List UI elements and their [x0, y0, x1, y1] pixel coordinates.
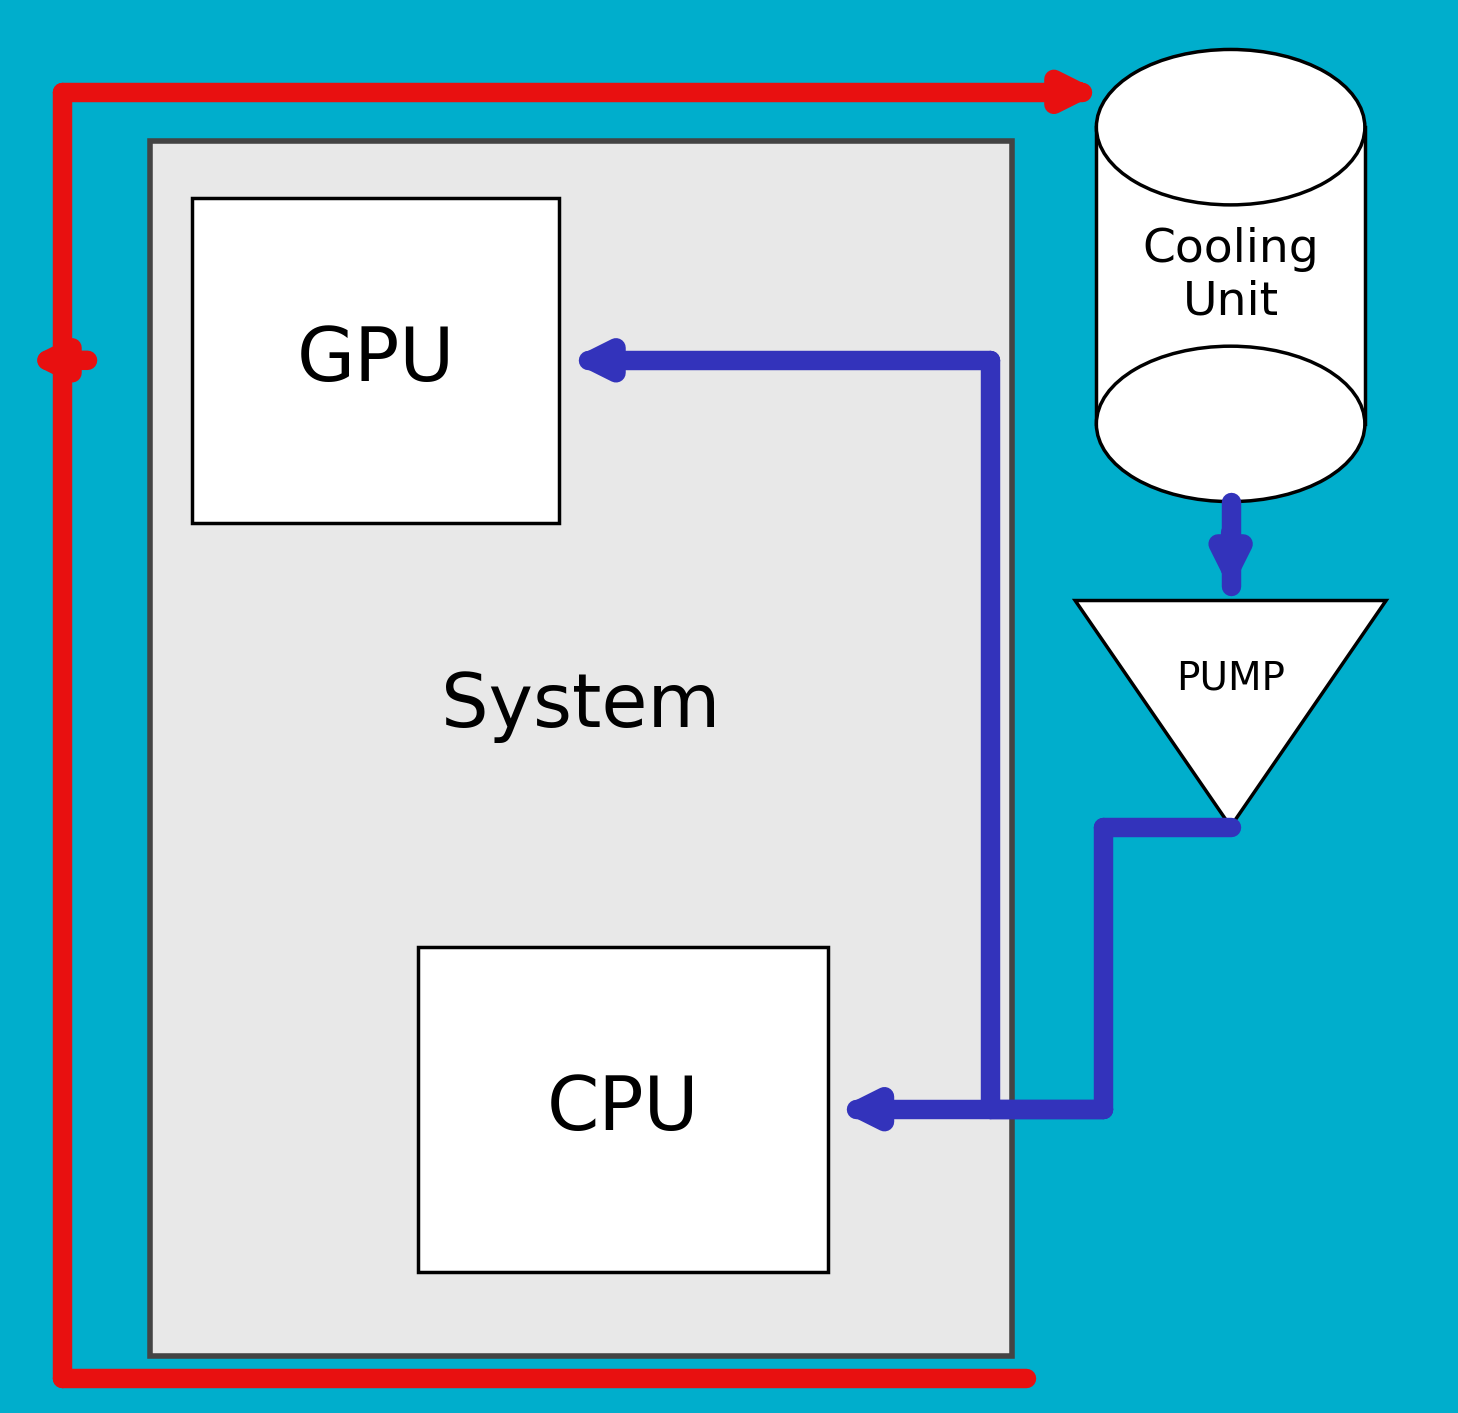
Text: PUMP: PUMP	[1177, 660, 1284, 697]
Ellipse shape	[1096, 346, 1365, 502]
Text: GPU: GPU	[296, 324, 455, 397]
Text: Cooling
Unit: Cooling Unit	[1142, 227, 1319, 324]
FancyBboxPatch shape	[150, 141, 1012, 1356]
FancyBboxPatch shape	[1096, 127, 1365, 424]
Ellipse shape	[1096, 49, 1365, 205]
Text: System: System	[440, 670, 720, 743]
Ellipse shape	[1096, 346, 1365, 502]
Polygon shape	[1075, 601, 1387, 827]
FancyBboxPatch shape	[192, 198, 560, 523]
Ellipse shape	[1096, 49, 1365, 205]
FancyBboxPatch shape	[418, 947, 828, 1272]
Text: CPU: CPU	[547, 1072, 700, 1146]
